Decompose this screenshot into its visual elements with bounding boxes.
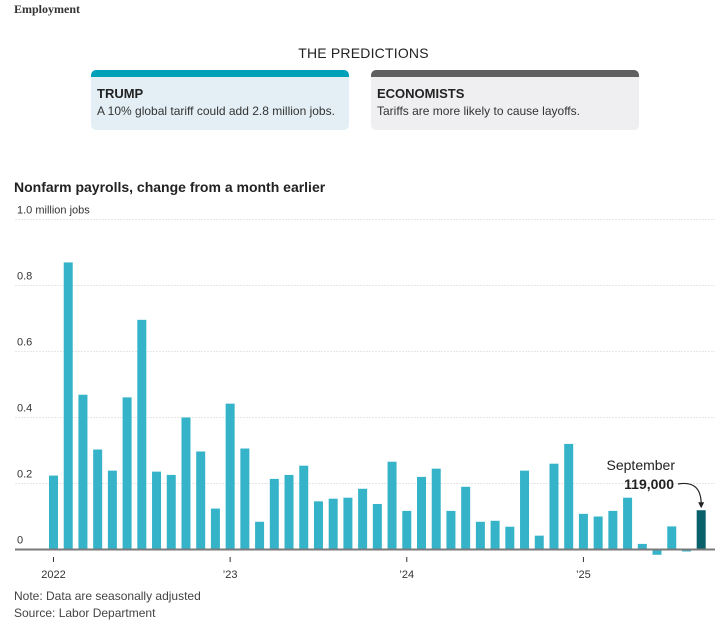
y-axis-labels: 0 0.2 0.4 0.6 0.8 1.0 million jobs (17, 205, 90, 547)
y-tick-label: 0.2 (17, 469, 32, 481)
bar (417, 476, 426, 550)
bar (358, 488, 368, 550)
y-tick-label: 0.8 (17, 271, 32, 283)
bar (63, 262, 73, 550)
bar (667, 526, 677, 550)
bar (637, 543, 647, 550)
y-tick-label: 0.4 (17, 403, 32, 415)
bar-highlight (696, 510, 706, 550)
bar (402, 510, 412, 550)
predictions-title: THE PREDICTIONS (298, 45, 429, 61)
bar (240, 448, 250, 550)
card-name: ECONOMISTS (377, 86, 465, 101)
bar (475, 521, 485, 550)
card-text: A 10% global tariff could add 2.8 millio… (97, 104, 335, 118)
bar (564, 443, 574, 550)
x-tick-label: ’23 (223, 569, 238, 581)
bar (284, 474, 294, 550)
chart-title: Nonfarm payrolls, change from a month ea… (14, 179, 326, 195)
bar (49, 475, 58, 550)
bars (49, 262, 706, 555)
bar (181, 417, 191, 550)
x-tick-label: ’24 (399, 569, 414, 581)
bar (166, 474, 176, 550)
bar (152, 471, 162, 550)
bar (446, 510, 456, 550)
card-accent-bar (91, 70, 349, 77)
bar (196, 451, 206, 550)
bar (652, 549, 662, 555)
bar (372, 503, 382, 550)
bar (328, 498, 338, 550)
annotation-arrow (677, 482, 702, 505)
bar (623, 497, 633, 550)
bar (255, 521, 265, 550)
bar (122, 397, 132, 550)
bar (387, 461, 397, 550)
september-annotation: September 119,000 (607, 457, 705, 509)
bar (505, 526, 515, 550)
bar (490, 520, 500, 550)
bar (593, 516, 603, 550)
bar (107, 470, 117, 550)
card-text: Tariffs are more likely to cause layoffs… (377, 104, 580, 118)
bar (431, 468, 441, 550)
gridlines (15, 219, 715, 484)
annotation-label: September (607, 457, 676, 473)
arrowhead-icon (698, 502, 705, 509)
bar (578, 513, 588, 550)
bar (343, 497, 353, 550)
x-tick-label: 2022 (41, 569, 65, 581)
chart-note: Note: Data are seasonally adjusted (14, 589, 201, 603)
chart-source: Source: Labor Department (14, 606, 156, 620)
prediction-card-trump: TRUMP A 10% global tariff could add 2.8 … (91, 70, 349, 130)
bar (78, 394, 88, 550)
bar (534, 535, 544, 550)
card-accent-bar (371, 70, 639, 77)
bar (549, 463, 559, 550)
prediction-card-economists: ECONOMISTS Tariffs are more likely to ca… (371, 70, 639, 130)
bar (93, 449, 103, 550)
card-name: TRUMP (97, 86, 144, 101)
annotation-value: 119,000 (624, 476, 674, 492)
section-kicker: Employment (14, 2, 80, 16)
bar (313, 501, 323, 550)
bar (225, 403, 235, 550)
y-tick-label: 0 (17, 535, 23, 547)
bar (299, 465, 309, 550)
y-tick-label: 1.0 million jobs (17, 205, 90, 217)
bar (608, 510, 618, 550)
bar (520, 470, 530, 550)
x-tick-label: ’25 (576, 569, 591, 581)
y-tick-label: 0.6 (17, 337, 32, 349)
bar (269, 478, 279, 550)
bar (461, 486, 471, 550)
bar (210, 508, 220, 550)
x-axis: 2022 ’23 ’24 ’25 (41, 557, 591, 581)
bar (137, 319, 147, 550)
